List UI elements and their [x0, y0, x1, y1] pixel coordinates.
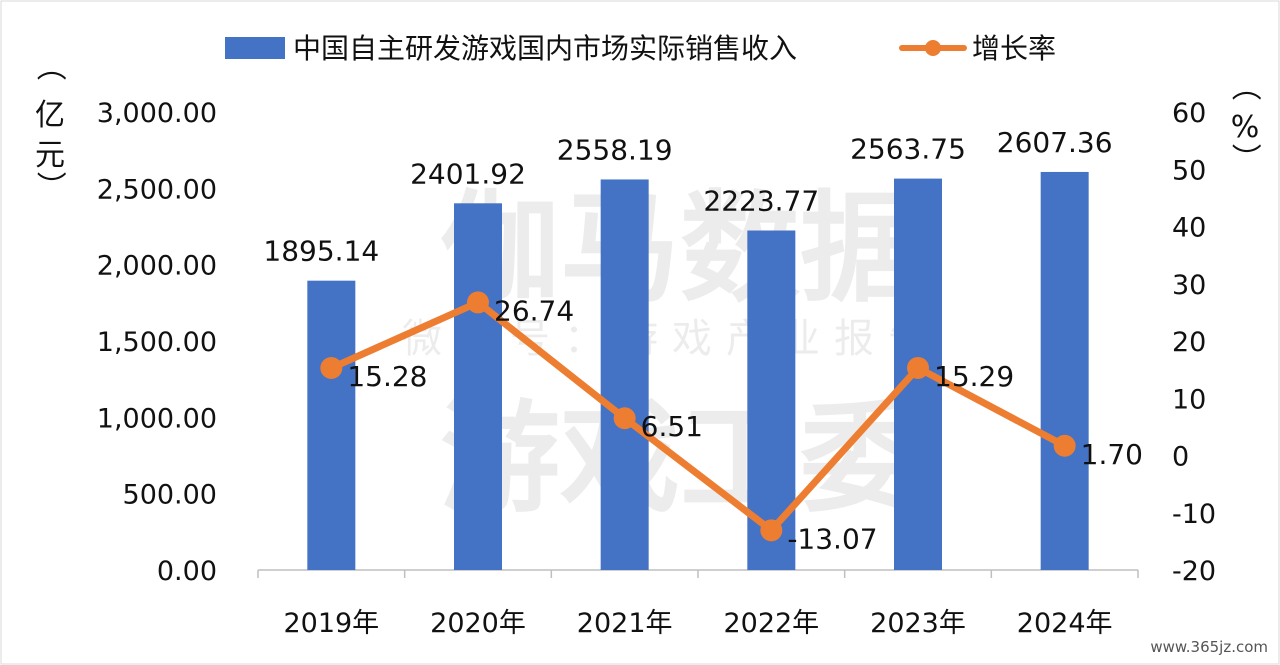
legend-label-line: 增长率 [972, 32, 1056, 65]
bar-data-label: 2401.92 [410, 157, 526, 190]
watermark-line-1: 伽马数据 [440, 180, 920, 319]
y-left-tick-label: 0.00 [157, 556, 217, 587]
line-data-label: 6.51 [641, 410, 703, 443]
line-data-label: 26.74 [494, 294, 574, 327]
right-unit-percent: % [1231, 110, 1260, 145]
line-series [320, 291, 1076, 542]
bar-data-label: 1895.14 [263, 235, 379, 268]
y-right-tick-label: -20 [1172, 556, 1216, 587]
right-unit-open: （ [1227, 71, 1262, 101]
x-tick-label: 2019年 [283, 608, 379, 639]
corner-watermark: www.365jz.com [1150, 638, 1268, 656]
y-left-tick-label: 1,000.00 [97, 403, 217, 434]
line-point [907, 356, 929, 379]
bar [454, 203, 502, 570]
left-unit-close: ） [32, 171, 67, 201]
x-tick-label: 2023年 [870, 608, 966, 639]
y-left-tick-label: 1,500.00 [97, 327, 217, 358]
bar [1040, 171, 1089, 570]
legend-swatch-marker [925, 40, 941, 56]
x-tick-label: 2020年 [430, 608, 526, 639]
left-unit-yuan: 元 [35, 138, 65, 173]
bar-data-label: 2223.77 [703, 185, 819, 218]
bar-data-label: 2563.75 [850, 133, 966, 166]
y-left-tick-label: 500.00 [123, 480, 217, 511]
bar [600, 179, 649, 571]
axes: 2019年 2020年 2021年 2022年 2023年 2024年 0.00 500.00… [97, 98, 1216, 639]
line-data-label: 15.28 [347, 360, 427, 393]
x-tick-label: 2021年 [577, 608, 673, 639]
legend-label-bar: 中国自主研发游戏国内市场实际销售收入 [293, 32, 797, 65]
y-right-tick-label: 10 [1172, 384, 1206, 415]
x-tick-label: 2022年 [723, 608, 819, 639]
x-tick-label: 2024年 [1017, 608, 1113, 639]
line-data-label: -13.07 [787, 522, 877, 555]
left-unit-open: （ [32, 51, 67, 81]
right-axis-unit: （ % ） [1227, 71, 1262, 173]
line-point [467, 291, 489, 314]
legend-swatch-bar [225, 37, 285, 59]
y-left-tick-label: 2,000.00 [97, 251, 217, 282]
y-left-tick-label: 2,500.00 [97, 174, 217, 205]
line-data-label: 15.29 [934, 360, 1014, 393]
y-right-tick-label: 50 [1172, 155, 1206, 186]
y-right-tick-label: -10 [1172, 499, 1216, 530]
line-point [320, 357, 343, 380]
y-right-tick-label: 40 [1172, 213, 1206, 244]
y-left-tick-label: 3,000.00 [97, 98, 217, 129]
bar-data-label: 2558.19 [557, 133, 673, 166]
y-right-tick-label: 0 [1172, 442, 1189, 473]
line-point [760, 519, 783, 542]
left-axis-unit: （ 亿 元 ） [32, 51, 67, 201]
data-labels: 1895.14 2401.92 2558.19 2223.77 2563.75 2607.… [263, 126, 1143, 555]
growth-line [327, 298, 1069, 534]
bar [307, 280, 356, 570]
legend: 中国自主研发游戏国内市场实际销售收入 增长率 [225, 32, 1056, 65]
line-point [613, 407, 636, 430]
y-right-tick-label: 60 [1172, 98, 1206, 129]
y-right-tick-label: 30 [1172, 270, 1206, 301]
left-unit-yi: 亿 [35, 98, 65, 133]
line-data-label: 1.70 [1081, 438, 1143, 471]
right-unit-close: ） [1227, 143, 1262, 173]
y-right-tick-label: 20 [1172, 327, 1206, 358]
bar-data-label: 2607.36 [997, 126, 1113, 159]
line-point [1053, 434, 1076, 457]
